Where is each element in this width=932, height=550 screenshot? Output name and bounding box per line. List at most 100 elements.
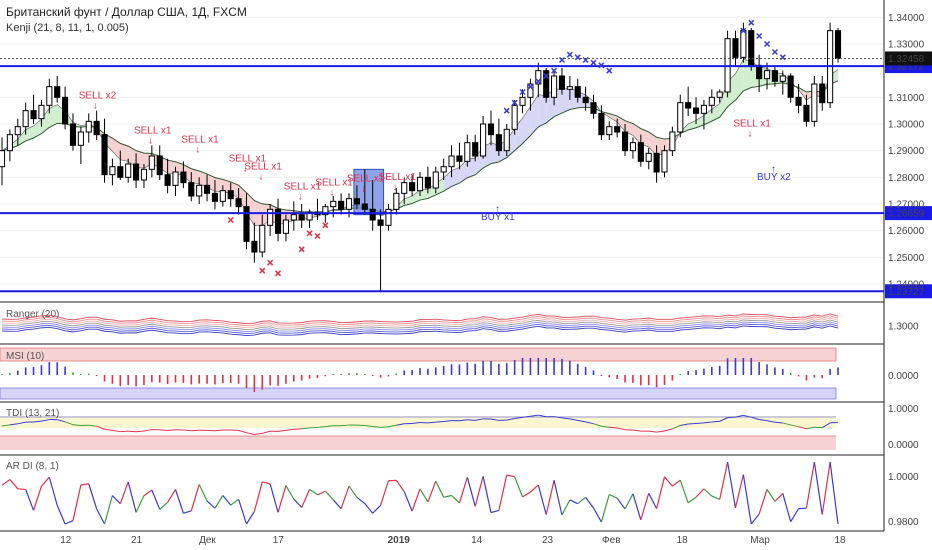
tdi-segment bbox=[159, 429, 168, 431]
x-marker bbox=[606, 67, 613, 74]
x-marker bbox=[275, 270, 282, 277]
candle bbox=[614, 118, 621, 138]
candle bbox=[401, 177, 408, 204]
candle bbox=[574, 78, 581, 103]
msi-bar bbox=[805, 375, 808, 381]
tdi-segment bbox=[632, 429, 641, 432]
ardi-segment bbox=[269, 483, 279, 513]
candle-body bbox=[566, 86, 573, 90]
tdi-segment bbox=[467, 419, 476, 421]
candle-body bbox=[677, 102, 684, 133]
kenji-cloud-segment bbox=[41, 108, 50, 134]
x-marker-stroke bbox=[543, 72, 550, 80]
msi-bar bbox=[411, 369, 413, 375]
tdi-segment bbox=[656, 430, 665, 433]
candle bbox=[629, 137, 637, 159]
ardi-segment bbox=[672, 479, 681, 487]
ardi-segment bbox=[111, 495, 121, 505]
candle-body bbox=[803, 104, 810, 122]
msi-bar bbox=[482, 360, 484, 375]
candle bbox=[54, 76, 61, 103]
kenji-fast-line bbox=[1, 58, 839, 227]
candle bbox=[14, 118, 21, 146]
tdi-segment bbox=[806, 426, 815, 430]
ardi-segment bbox=[742, 474, 752, 525]
x-tick-label: 21 bbox=[131, 535, 143, 546]
msi-bar bbox=[640, 375, 642, 386]
kenji-cloud-segment bbox=[648, 131, 657, 156]
ardi-segment bbox=[364, 503, 374, 514]
candle bbox=[692, 97, 700, 124]
tdi-segment bbox=[680, 423, 689, 426]
msi-bar bbox=[458, 364, 461, 375]
tdi-segment bbox=[664, 428, 673, 432]
tdi-segment bbox=[167, 429, 176, 431]
candle-body bbox=[101, 134, 108, 176]
tdi-segment bbox=[427, 421, 436, 424]
ardi-segment bbox=[553, 480, 563, 516]
candle bbox=[803, 94, 810, 127]
msi-bar bbox=[584, 366, 587, 375]
ardi-segment bbox=[9, 479, 19, 490]
kenji-cloud-segment bbox=[451, 167, 460, 187]
ardi-segment bbox=[774, 493, 784, 502]
msi-bar bbox=[703, 368, 705, 375]
tdi-segment bbox=[364, 424, 373, 427]
x-tick-label: 12 bbox=[60, 535, 72, 546]
candle bbox=[535, 62, 542, 98]
candle bbox=[188, 172, 195, 202]
ardi-segment bbox=[103, 495, 113, 525]
tdi-segment bbox=[435, 421, 444, 423]
msi-bar bbox=[442, 366, 445, 375]
candle bbox=[377, 209, 384, 292]
msi-bar bbox=[332, 374, 335, 375]
signal-label: SELL x1 bbox=[134, 125, 172, 136]
candle bbox=[432, 166, 439, 194]
candle-body bbox=[361, 203, 368, 210]
msi-bar bbox=[253, 375, 256, 392]
candle-body bbox=[140, 168, 148, 181]
ardi-segment bbox=[766, 489, 776, 502]
ardi-segment bbox=[726, 461, 737, 509]
candle-body bbox=[235, 198, 242, 208]
candle-body bbox=[188, 182, 195, 197]
candle-body bbox=[551, 75, 558, 98]
msi-bar bbox=[419, 368, 421, 375]
ardi-segment bbox=[466, 477, 476, 507]
msi-bar bbox=[576, 363, 579, 375]
candle bbox=[527, 78, 534, 111]
msi-bar bbox=[103, 375, 106, 382]
candle bbox=[819, 76, 826, 111]
candle bbox=[669, 126, 676, 156]
ranger-band bbox=[1, 317, 839, 329]
kenji-cloud-segment bbox=[246, 192, 255, 226]
x-marker bbox=[779, 54, 786, 61]
msi-bar bbox=[80, 374, 82, 375]
tdi-neutral-zone bbox=[0, 416, 836, 428]
msi-bar bbox=[32, 366, 35, 375]
candle-body bbox=[377, 219, 384, 226]
tdi-segment bbox=[17, 421, 26, 425]
candle-body bbox=[495, 134, 502, 152]
candle-body bbox=[480, 123, 487, 157]
ardi-segment bbox=[545, 480, 555, 515]
ardi-segment bbox=[569, 499, 578, 505]
ardi-segment bbox=[317, 490, 326, 496]
candle-body bbox=[685, 102, 692, 109]
candle-body bbox=[156, 155, 163, 176]
ardi-segment bbox=[419, 488, 429, 503]
x-marker bbox=[574, 54, 581, 61]
x-marker bbox=[582, 56, 589, 64]
msi-bar bbox=[206, 375, 208, 384]
candle bbox=[551, 70, 558, 106]
msi-bar bbox=[553, 358, 555, 375]
ardi-segment bbox=[506, 474, 515, 478]
x-marker-stroke bbox=[227, 216, 234, 224]
kenji-cloud-segment bbox=[696, 115, 704, 128]
signal-arrow: ↓ bbox=[148, 135, 153, 146]
ardi-segment bbox=[48, 476, 58, 506]
signal-label: SELL x1 bbox=[244, 161, 282, 172]
candle bbox=[117, 150, 124, 180]
ardi-segment bbox=[679, 479, 689, 504]
candle-body bbox=[716, 91, 723, 98]
